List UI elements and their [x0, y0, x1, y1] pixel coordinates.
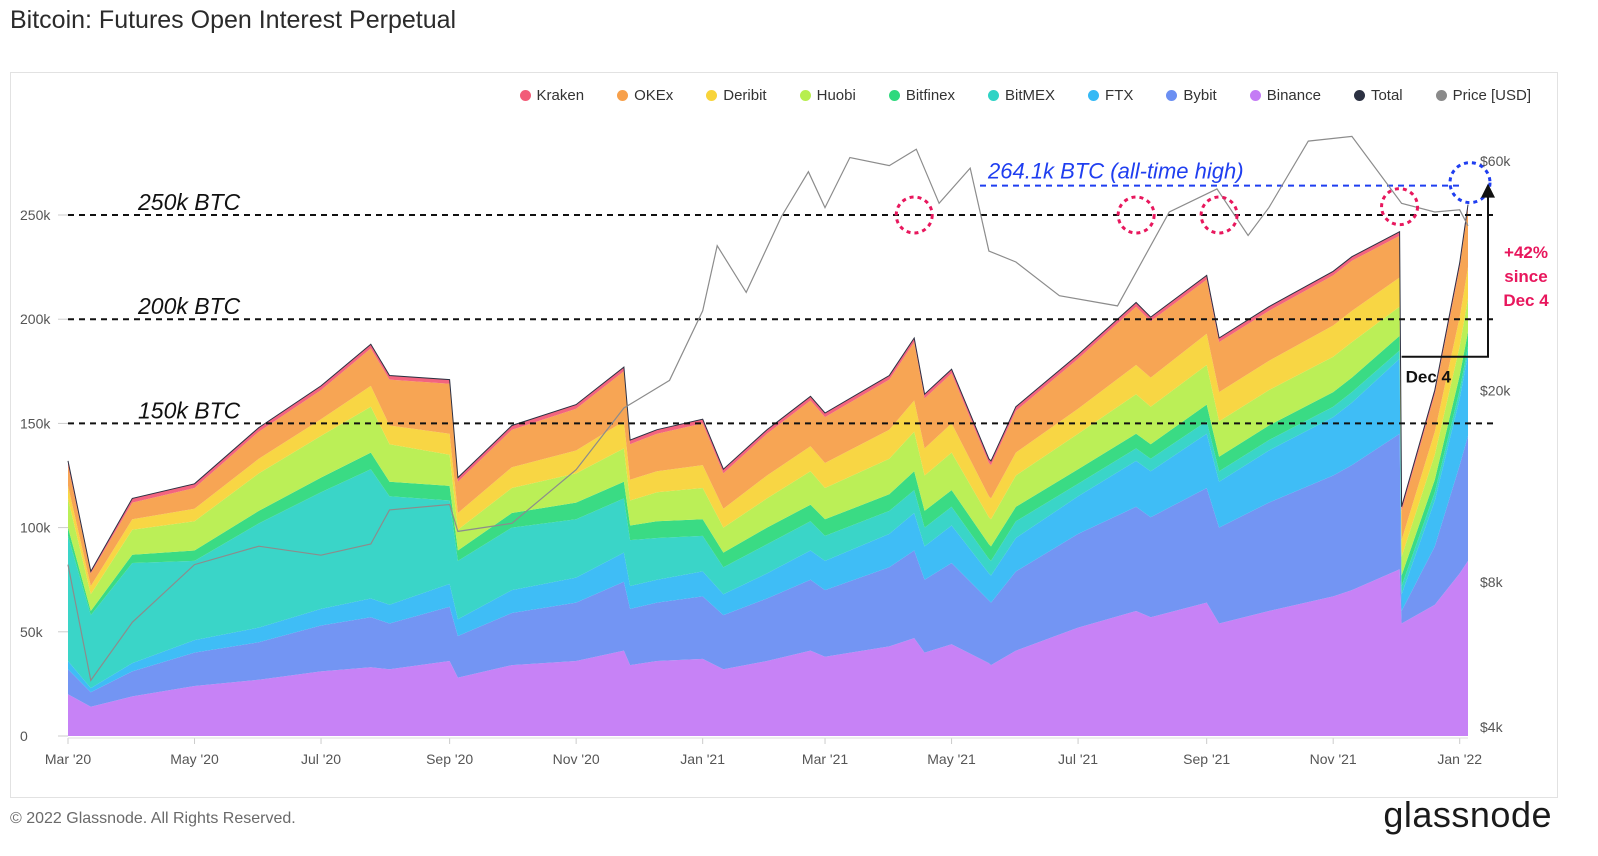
y-tick-label: 250k	[20, 207, 51, 223]
price-tick-label: $20k	[1480, 383, 1511, 399]
legend-label: Bitfinex	[905, 87, 956, 104]
stacked-areas	[67, 204, 1469, 736]
legend-swatch	[988, 90, 1000, 101]
legend-item-ftx[interactable]: FTX	[1088, 87, 1133, 104]
legend-label: Price [USD]	[1452, 87, 1531, 104]
ath-highlight-circle	[1448, 161, 1492, 205]
x-tick-label: Sep '20	[426, 751, 473, 767]
legend-item-bybit[interactable]: Bybit	[1166, 87, 1217, 104]
copyright-text: © 2022 Glassnode. All Rights Reserved.	[10, 810, 296, 827]
price-tick-label: $60k	[1480, 153, 1511, 169]
axes: 0 50k 100k 150k 200k 250k $4k $8k $20k $60k Mar '2…	[20, 153, 1511, 767]
legend-item-price-usd[interactable]: Price [USD]	[1435, 87, 1531, 104]
x-tick-label: Nov '21	[1310, 751, 1357, 767]
price-tick-label: $4k	[1480, 719, 1504, 735]
legend-label: FTX	[1105, 87, 1134, 104]
area-bybit	[68, 433, 1468, 707]
x-tick-label: Jul '21	[1058, 751, 1098, 767]
chart-legend: Kraken OKEx Deribit Huobi Bitfinex BitMEX FTX B…	[487, 87, 1531, 104]
legend-item-binance[interactable]: Binance	[1249, 87, 1321, 104]
legend-swatch	[1435, 90, 1447, 101]
legend-label: Total	[1370, 87, 1403, 104]
legend-label: BitMEX	[1005, 87, 1056, 104]
label-250k: 250k BTC	[137, 189, 241, 215]
y-tick-label: 0	[20, 728, 28, 744]
label-gain: +42%	[1504, 243, 1548, 262]
legend-label: OKEx	[634, 87, 674, 104]
area-bitmex	[68, 346, 1468, 689]
y-tick-label: 200k	[20, 311, 51, 327]
legend-swatch	[519, 90, 531, 101]
total-line	[67, 204, 1469, 573]
legend-label: Huobi	[816, 87, 856, 104]
peak-highlight-circle	[1199, 195, 1239, 235]
legend-swatch	[617, 90, 629, 101]
annotations: 250k BTC 200k BTC 150k BTC 264.1k BTC (all-…	[137, 159, 1549, 424]
legend-swatch	[888, 90, 900, 101]
y-tick-label: 100k	[20, 520, 51, 536]
x-tick-label: Mar '21	[802, 751, 848, 767]
reference-lines	[68, 184, 1496, 425]
x-tick-label: Mar '20	[45, 751, 91, 767]
legend-item-kraken[interactable]: Kraken	[519, 87, 585, 104]
page-title: Bitcoin: Futures Open Interest Perpetual	[10, 6, 457, 34]
x-tick-label: Nov '20	[553, 751, 600, 767]
label-gain: Dec 4	[1503, 291, 1549, 310]
legend-item-huobi[interactable]: Huobi	[799, 87, 856, 104]
area-okex	[68, 208, 1468, 586]
price-tick-label: $8k	[1480, 574, 1504, 590]
gain-bracket	[1401, 195, 1489, 358]
legend-swatch	[1166, 90, 1178, 101]
legend-swatch	[1088, 90, 1100, 101]
y-tick-label: 50k	[20, 624, 44, 640]
y-tick-label: 150k	[20, 415, 51, 431]
x-tick-label: May '20	[170, 751, 219, 767]
legend-label: Binance	[1266, 87, 1321, 104]
label-200k: 200k BTC	[137, 293, 241, 319]
legend-swatch	[799, 90, 811, 101]
legend-swatch	[1353, 90, 1365, 101]
gain-arrow-head	[1481, 183, 1495, 198]
legend-item-bitmex[interactable]: BitMEX	[988, 87, 1055, 104]
area-binance	[68, 560, 1468, 736]
x-tick-label: Sep '21	[1183, 751, 1230, 767]
legend-item-bitfinex[interactable]: Bitfinex	[888, 87, 956, 104]
peak-highlight-circle	[894, 195, 934, 235]
peak-highlight-circle	[1380, 187, 1420, 227]
legend-swatch	[1249, 90, 1261, 101]
legend-item-total[interactable]: Total	[1353, 87, 1403, 104]
legend-label: Deribit	[723, 87, 767, 104]
legend-item-okex[interactable]: OKEx	[617, 87, 673, 104]
x-tick-label: Jul '20	[301, 751, 341, 767]
peak-highlight-circle	[1116, 195, 1156, 235]
area-bitfinex	[68, 331, 1468, 616]
x-tick-label: May '21	[927, 751, 976, 767]
area-huobi	[68, 298, 1468, 611]
legend-label: Bybit	[1183, 87, 1217, 104]
label-150k: 150k BTC	[138, 397, 241, 423]
label-ath: 264.1k BTC (all-time high)	[987, 159, 1244, 184]
x-tick-label: Jan '21	[680, 751, 725, 767]
price-line	[67, 135, 1469, 682]
label-dec4: Dec 4	[1406, 368, 1452, 387]
legend-item-deribit[interactable]: Deribit	[706, 87, 767, 104]
glassnode-logo: glassnode	[1383, 794, 1552, 835]
area-ftx	[68, 354, 1468, 693]
x-tick-label: Jan '22	[1437, 751, 1482, 767]
label-gain: since	[1504, 267, 1547, 286]
legend-swatch	[706, 90, 718, 101]
legend-label: Kraken	[536, 87, 585, 104]
